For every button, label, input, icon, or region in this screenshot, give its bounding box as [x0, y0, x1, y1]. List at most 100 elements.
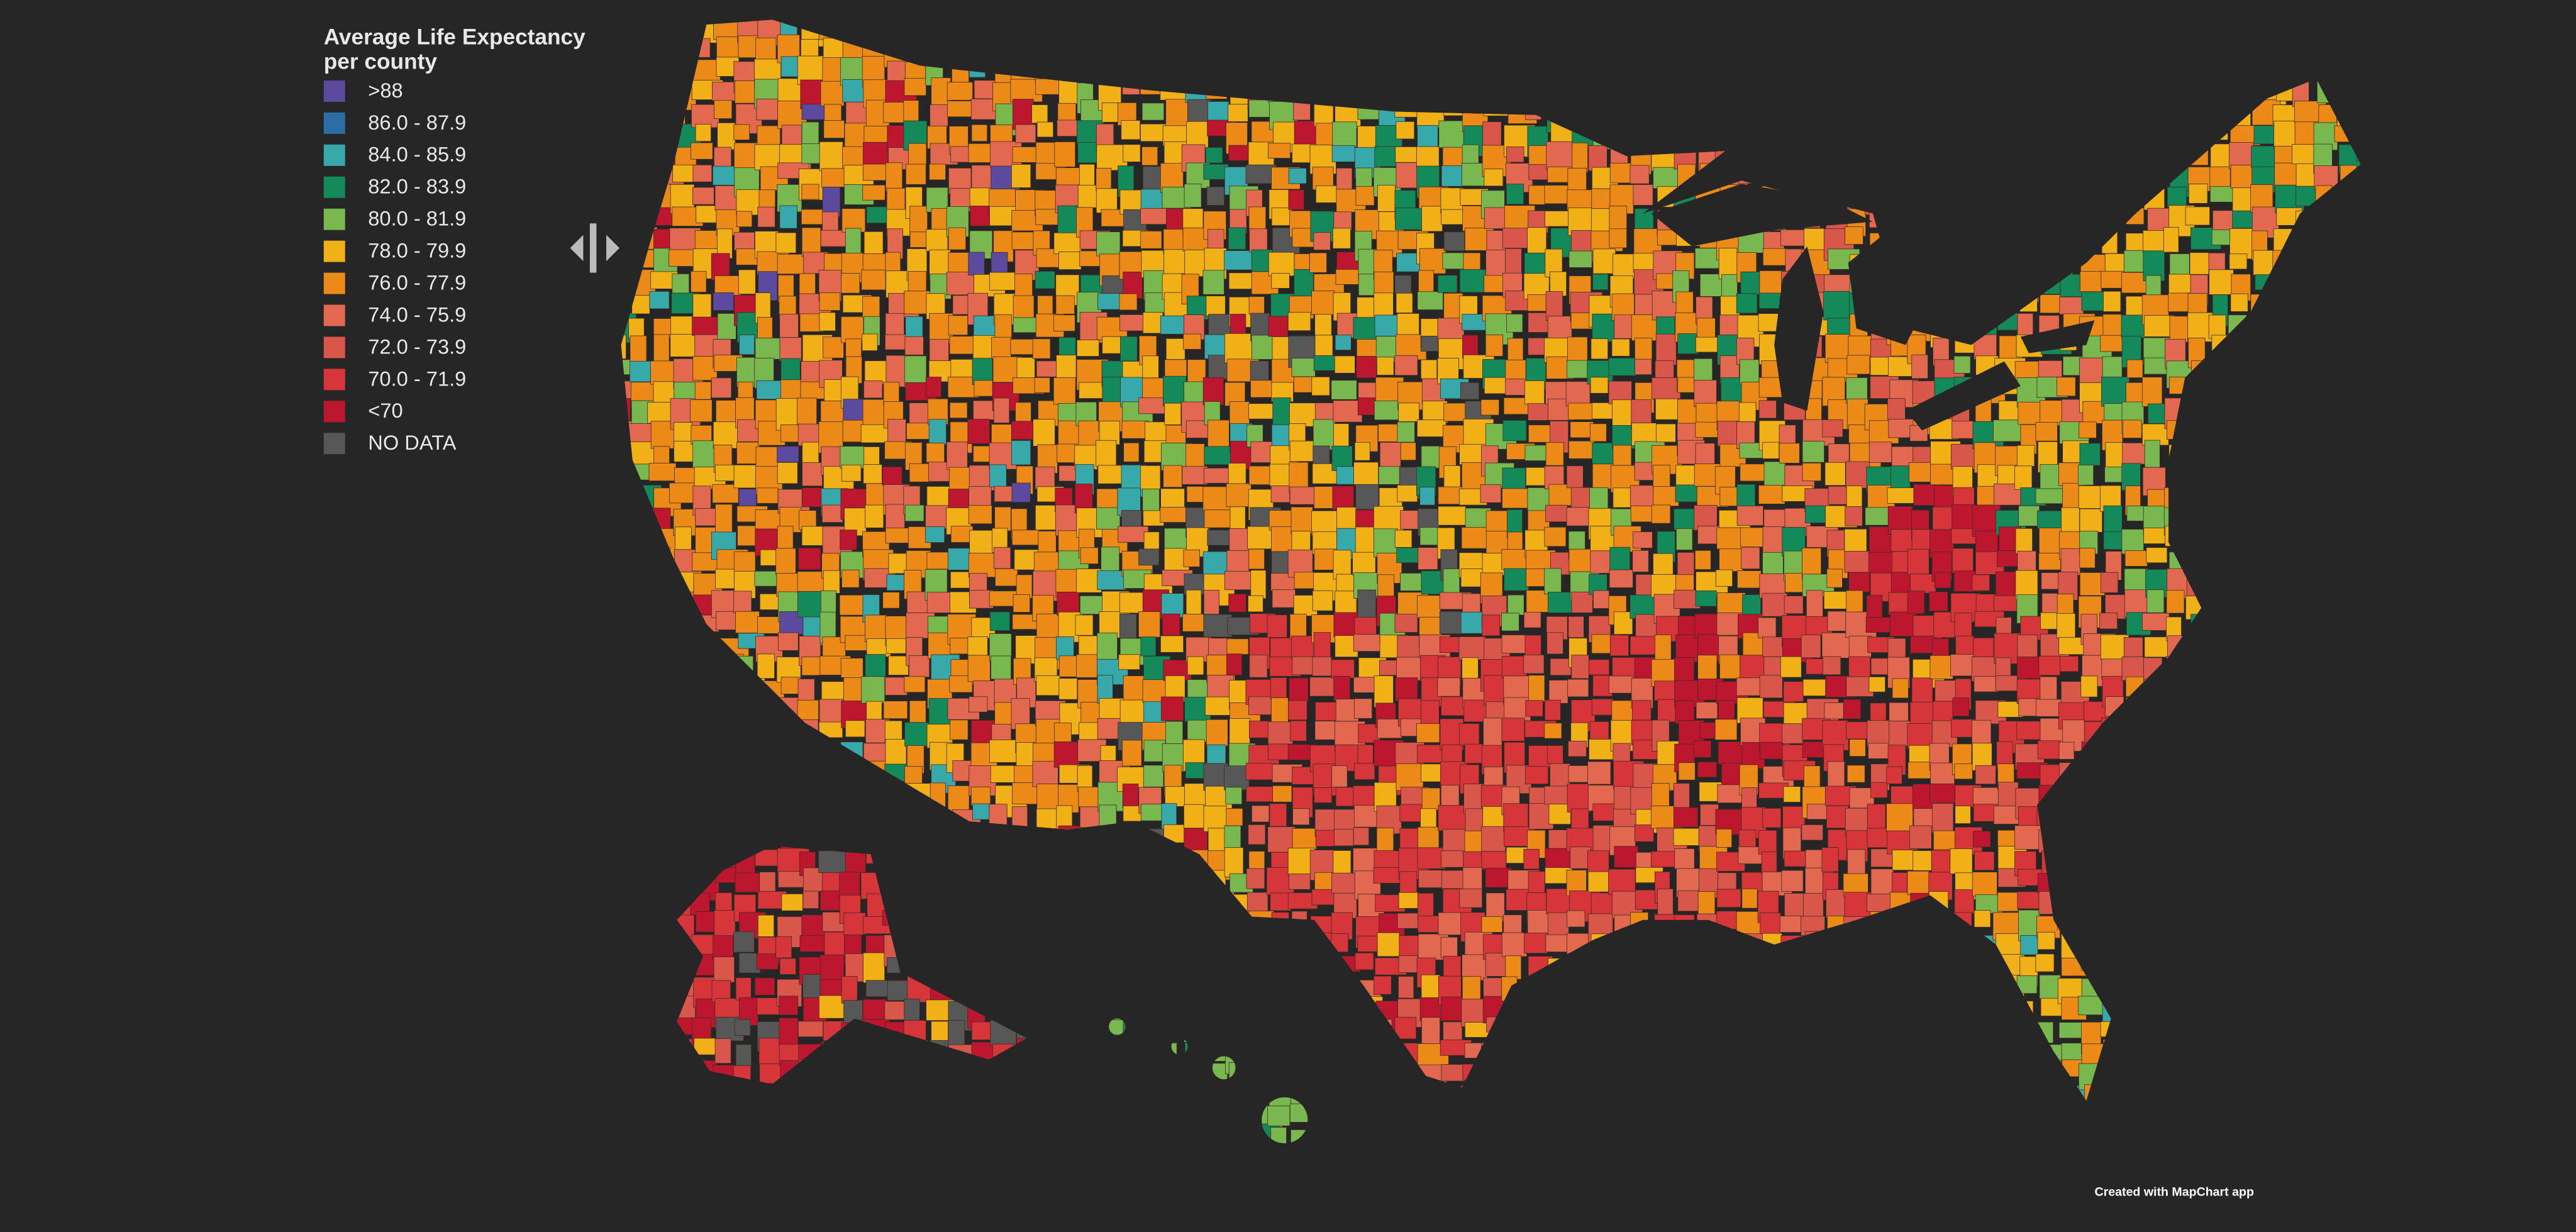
county [1998, 185, 2017, 203]
county [2104, 873, 2124, 892]
county [1996, 1061, 2023, 1091]
county [2100, 36, 2117, 62]
county [1485, 334, 1503, 357]
county [2337, 269, 2361, 287]
county [2292, 658, 2312, 687]
county [1507, 1040, 1525, 1059]
county [2148, 1087, 2176, 1119]
county [2123, 19, 2151, 43]
county [1699, 935, 1726, 958]
county [1781, 19, 1811, 46]
county [950, 526, 974, 543]
county [2143, 124, 2173, 141]
county [2275, 425, 2292, 449]
county [1227, 931, 1245, 955]
county [1439, 611, 1463, 635]
county [2233, 440, 2262, 470]
county [1229, 718, 1250, 745]
county [1314, 101, 1334, 127]
county [626, 611, 643, 633]
county [2254, 891, 2281, 923]
county [1184, 1021, 1201, 1043]
county [2251, 482, 2279, 513]
county [926, 229, 948, 252]
legend-label: 76.0 - 77.9 [368, 271, 466, 294]
county [626, 548, 643, 577]
county [1057, 1023, 1077, 1040]
county [1056, 636, 1074, 660]
county [1228, 594, 1246, 613]
county [2058, 1104, 2077, 1121]
county [2037, 873, 2070, 894]
county [2143, 741, 2175, 760]
county [1950, 1126, 1976, 1143]
legend-title: per county [324, 50, 438, 74]
county [2251, 572, 2284, 604]
county [621, 335, 626, 359]
county [2039, 165, 2063, 196]
county [1037, 997, 1065, 1028]
county [1013, 295, 1035, 321]
collapse-handle[interactable] [570, 223, 619, 273]
county [2357, 38, 2361, 60]
county [714, 827, 744, 853]
county [2212, 504, 2229, 526]
county [1716, 1039, 1738, 1070]
county [1743, 1128, 1768, 1143]
county [2297, 400, 2313, 425]
county [1870, 782, 1888, 798]
county [1419, 40, 1448, 70]
credit: Created with MapChart app [2094, 1185, 2253, 1199]
county [842, 763, 864, 789]
county [2334, 679, 2361, 705]
county [1118, 1060, 1147, 1080]
county [887, 419, 906, 446]
county [1355, 952, 1374, 970]
county [648, 1063, 677, 1092]
county [2079, 57, 2111, 75]
county [1523, 57, 1541, 86]
county [1674, 80, 1698, 113]
county [1843, 916, 1866, 947]
county [2255, 1044, 2280, 1075]
county [1034, 19, 1052, 44]
county [973, 400, 995, 420]
county [1225, 787, 1243, 805]
county [779, 314, 799, 338]
county [1464, 1042, 1482, 1058]
county [1742, 59, 1772, 82]
county [1229, 61, 1253, 89]
county [2018, 401, 2042, 425]
county [2036, 39, 2067, 65]
county [1290, 1129, 1317, 1143]
county [1270, 979, 1296, 1004]
county [1336, 1060, 1360, 1082]
county [1526, 996, 1550, 1013]
county [1593, 1129, 1615, 1143]
county [905, 164, 926, 185]
county [760, 825, 776, 843]
county [2126, 208, 2145, 225]
county [2314, 34, 2342, 52]
county [1910, 1018, 1934, 1046]
county [2294, 894, 2315, 918]
county [778, 632, 799, 651]
county [2059, 19, 2092, 44]
county [862, 296, 880, 318]
county [865, 847, 884, 864]
county [2338, 209, 2361, 230]
county [1205, 19, 1232, 43]
county [2253, 914, 2272, 947]
county [1399, 804, 1423, 822]
county [1527, 227, 1547, 255]
county [2211, 679, 2230, 704]
county [1566, 507, 1590, 526]
county [1909, 462, 1933, 482]
county [2361, 227, 2377, 258]
county [775, 763, 805, 780]
county [1567, 679, 1589, 697]
county [1336, 1145, 1360, 1162]
county [886, 957, 908, 974]
county [1118, 654, 1140, 670]
county [1972, 57, 1989, 89]
